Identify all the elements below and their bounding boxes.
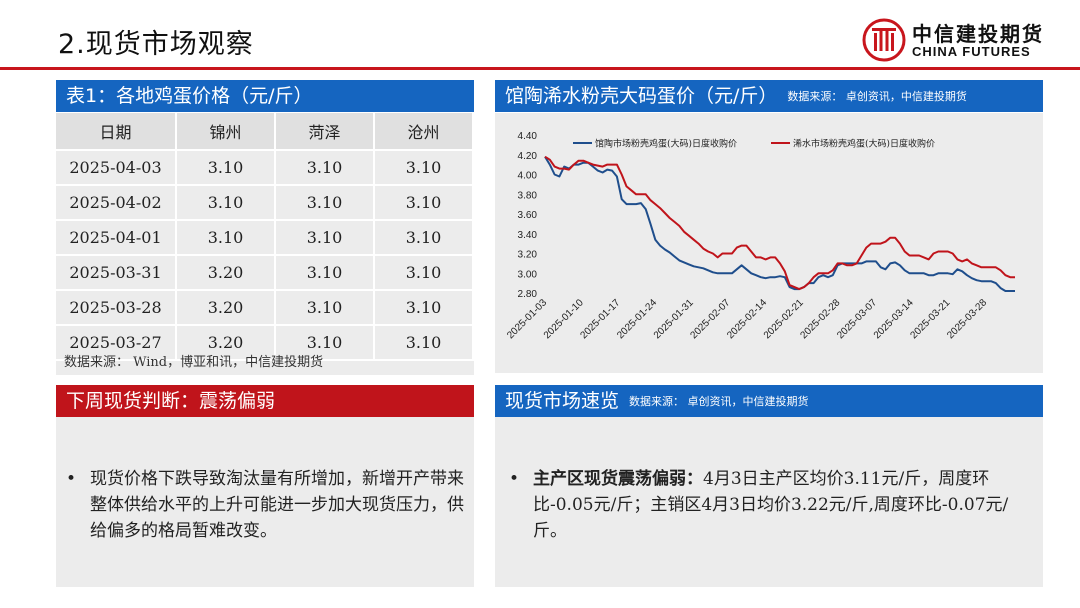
- table-cell: 3.20: [176, 325, 276, 361]
- table-header-row: 日期 锦州 菏泽 沧州: [56, 113, 474, 151]
- overview-source-note: 数据来源： 卓创资讯，中信建投期货: [629, 394, 809, 408]
- table-cell: 3.10: [275, 290, 375, 326]
- chart-section-header: 馆陶浠水粉壳大码蛋价（元/斤） 数据来源： 卓创资讯，中信建投期货: [495, 80, 1043, 112]
- chart-section-title: 馆陶浠水粉壳大码蛋价（元/斤）: [505, 85, 778, 107]
- table-cell: 3.10: [275, 220, 375, 256]
- column-header: 日期: [56, 113, 177, 151]
- table-section-title: 表1：各地鸡蛋价格（元/斤）: [66, 85, 313, 107]
- brand-name-en: CHINA FUTURES: [912, 44, 1031, 59]
- y-tick-label: 3.40: [518, 230, 538, 241]
- y-tick-label: 3.20: [518, 250, 538, 261]
- bullet-icon: •: [66, 469, 77, 489]
- bullet-icon: •: [509, 469, 520, 489]
- overview-section-header: 现货市场速览 数据来源： 卓创资讯，中信建投期货: [495, 385, 1043, 417]
- table-cell: 3.10: [275, 255, 375, 291]
- table-row: 2025-04-03 3.10 3.10 3.10: [56, 150, 474, 186]
- table-row: 2025-03-28 3.20 3.10 3.10: [56, 290, 474, 326]
- y-tick-label: 3.60: [518, 210, 538, 221]
- table-cell: 3.10: [275, 185, 375, 221]
- egg-price-table: 日期 锦州 菏泽 沧州 2025-04-03 3.10 3.10 3.10 20…: [56, 113, 474, 361]
- judgment-panel: [56, 417, 474, 587]
- series-line: [544, 156, 1015, 292]
- page-title: 2.现货市场观察: [58, 29, 254, 60]
- overview-lead: 主产区现货震荡偏弱：: [533, 469, 703, 489]
- column-header: 菏泽: [275, 113, 375, 151]
- table-row: 2025-04-01 3.10 3.10 3.10: [56, 220, 474, 256]
- table-cell: 2025-03-28: [56, 290, 177, 326]
- table-cell: 3.10: [374, 255, 474, 291]
- table-cell: 2025-03-27: [56, 325, 177, 361]
- title-divider: [0, 67, 1080, 70]
- table-cell: 2025-04-03: [56, 150, 177, 186]
- table-cell: 3.20: [176, 255, 276, 291]
- y-tick-label: 4.40: [518, 131, 538, 142]
- overview-text: 4月3日主产区均价3.11元/斤，周度环比-0.05元/斤；主销区4月3日均价3…: [533, 469, 1009, 541]
- y-tick-label: 3.00: [518, 269, 538, 280]
- brand-logo: 中信建投期货 CHINA FUTURES: [862, 18, 1062, 66]
- table-cell: 3.10: [374, 325, 474, 361]
- table-row: 2025-03-31 3.20 3.10 3.10: [56, 255, 474, 291]
- table-cell: 3.20: [176, 290, 276, 326]
- judgment-section-title: 下周现货判断：震荡偏弱: [66, 390, 276, 412]
- overview-section-title: 现货市场速览: [505, 390, 620, 412]
- judgment-text: 现货价格下跌导致淘汰量有所增加，新增开产带来整体供给水平的上升可能进一步加大现货…: [90, 469, 464, 541]
- egg-price-line-chart: 4.40 4.20 4.00 3.80 3.60 3.40 3.20 3.00 2.80 2025…: [505, 131, 1015, 341]
- table-row: 2025-04-02 3.10 3.10 3.10: [56, 185, 474, 221]
- column-header: 沧州: [374, 113, 474, 151]
- table-source-note: 数据来源： Wind，博亚和讯，中信建投期货: [64, 355, 324, 370]
- table-cell: 2025-04-02: [56, 185, 177, 221]
- y-tick-label: 2.80: [518, 289, 538, 300]
- chart-source-note: 数据来源： 卓创资讯，中信建投期货: [787, 89, 967, 103]
- brand-name-cn: 中信建投期货: [912, 22, 1044, 46]
- table-cell: 3.10: [374, 290, 474, 326]
- table-cell: 3.10: [176, 150, 276, 186]
- table-cell: 3.10: [374, 185, 474, 221]
- table-cell: 3.10: [176, 185, 276, 221]
- y-tick-label: 4.20: [518, 151, 538, 162]
- overview-text-block: • 主产区现货震荡偏弱：4月3日主产区均价3.11元/斤，周度环比-0.05元/…: [509, 466, 1033, 544]
- chart-panel: 4.40 4.20 4.00 3.80 3.60 3.40 3.20 3.00 2.80 2025…: [495, 113, 1043, 373]
- x-tick-label: 2025-03-28: [945, 297, 989, 341]
- column-header: 锦州: [176, 113, 276, 151]
- y-tick-label: 4.00: [518, 171, 538, 182]
- judgment-section-header: 下周现货判断：震荡偏弱: [56, 385, 474, 417]
- y-tick-label: 3.80: [518, 190, 538, 201]
- judgment-text-block: • 现货价格下跌导致淘汰量有所增加，新增开产带来整体供给水平的上升可能进一步加大…: [66, 466, 465, 544]
- overview-panel: [495, 417, 1043, 587]
- table-cell: 2025-03-31: [56, 255, 177, 291]
- table-section-header: 表1：各地鸡蛋价格（元/斤）: [56, 80, 474, 112]
- series-line: [544, 155, 1015, 291]
- table-cell: 3.10: [374, 220, 474, 256]
- legend-label: 浠水市场粉壳鸡蛋(大码)日度收购价: [793, 138, 935, 150]
- table-cell: 3.10: [275, 325, 375, 361]
- citic-logo-icon: [862, 18, 906, 62]
- table-row: 2025-03-27 3.20 3.10 3.10: [56, 325, 474, 361]
- table-cell: 3.10: [176, 220, 276, 256]
- legend-label: 馆陶市场粉壳鸡蛋(大码)日度收购价: [595, 138, 737, 150]
- table-cell: 3.10: [275, 150, 375, 186]
- table-cell: 2025-04-01: [56, 220, 177, 256]
- table-cell: 3.10: [374, 150, 474, 186]
